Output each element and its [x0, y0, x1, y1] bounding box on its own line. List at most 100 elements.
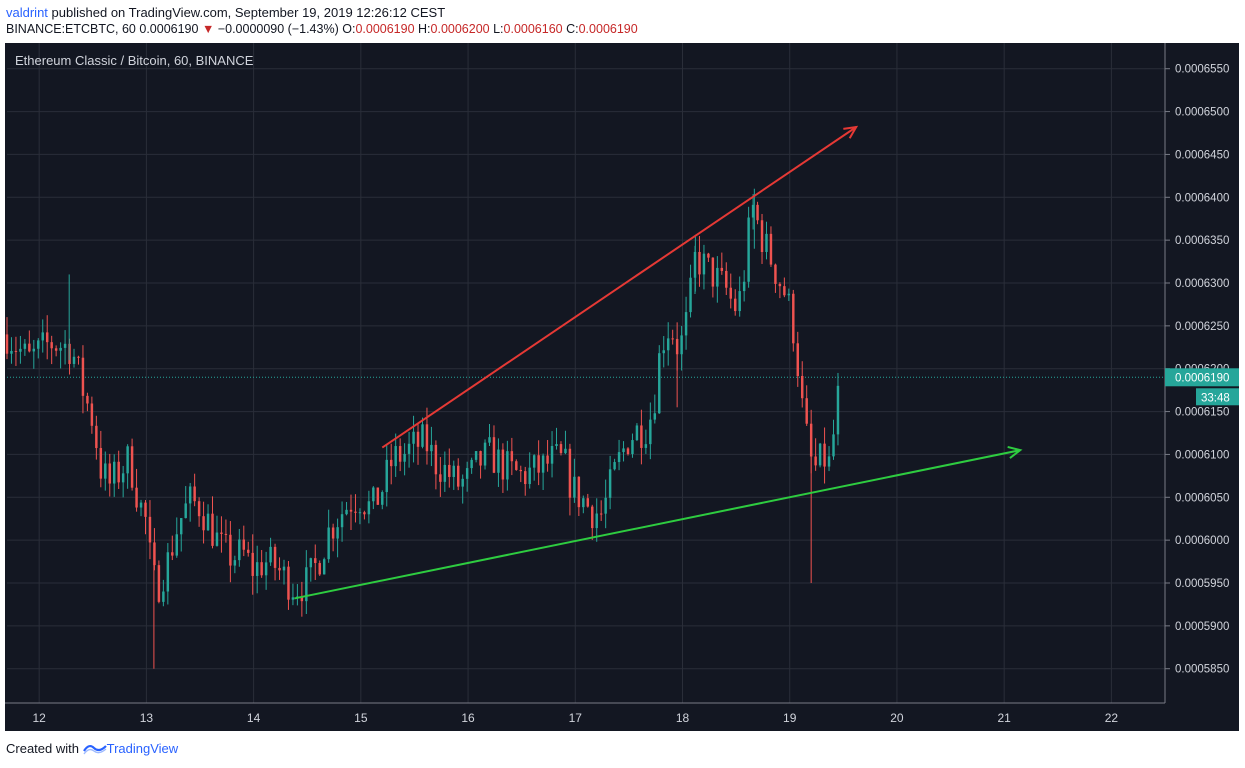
- candle-up: [742, 281, 746, 292]
- candle-down: [50, 342, 53, 349]
- candle-up: [765, 233, 768, 253]
- close-label: C:: [566, 22, 579, 36]
- candle-down: [130, 446, 134, 488]
- candle-down: [81, 357, 85, 396]
- candle-down: [501, 449, 505, 480]
- candle-up: [372, 487, 375, 502]
- candle-down: [251, 552, 254, 576]
- x-tick-label: 12: [32, 711, 46, 725]
- candle-up: [613, 462, 616, 470]
- high-value: 0.0006200: [430, 22, 490, 36]
- candle-down: [729, 287, 732, 299]
- candle-up: [23, 343, 27, 349]
- candle-down: [202, 516, 205, 531]
- candle-down: [95, 425, 98, 449]
- candle-down: [229, 534, 232, 566]
- x-tick-label: 21: [997, 711, 1011, 725]
- candle-up: [162, 591, 165, 602]
- candle-up: [573, 476, 576, 498]
- candle-up: [564, 448, 567, 454]
- symbol-label: BINANCE:ETCBTC, 60: [6, 22, 136, 36]
- candle-up: [684, 312, 688, 336]
- candle-up: [37, 340, 40, 349]
- y-tick-label: 0.0006450: [1175, 149, 1229, 161]
- y-tick-label: 0.0006250: [1175, 321, 1229, 333]
- candle-up: [716, 267, 719, 287]
- x-tick-label: 15: [354, 711, 368, 725]
- tradingview-link[interactable]: TradingView: [106, 741, 179, 756]
- candle-up: [175, 534, 178, 556]
- y-tick-label: 0.0006050: [1175, 492, 1229, 504]
- close-value: 0.0006190: [578, 22, 638, 36]
- candle-down: [537, 455, 540, 473]
- candle-down: [439, 474, 442, 482]
- candle-up: [836, 385, 840, 435]
- candle-down: [698, 251, 701, 275]
- y-tick-label: 0.0006500: [1175, 107, 1229, 119]
- footer: Created with TradingView: [6, 741, 178, 756]
- candle-up: [747, 217, 750, 282]
- candle-up: [421, 424, 424, 447]
- candle-up: [622, 448, 625, 453]
- candle-down: [814, 456, 817, 466]
- candle-up: [381, 492, 384, 505]
- candle-down: [157, 565, 161, 602]
- price-badge-label: 0.0006190: [1175, 372, 1229, 384]
- candle-down: [300, 596, 304, 602]
- price-badge: [1165, 368, 1239, 387]
- candle-down: [45, 332, 49, 343]
- candle-up: [345, 509, 348, 515]
- candle-up: [751, 204, 755, 218]
- candle-up: [412, 431, 415, 444]
- candle-up: [269, 546, 272, 563]
- trend-annotations[interactable]: [294, 125, 1023, 600]
- candle-down: [577, 476, 581, 508]
- candle-up: [394, 446, 397, 467]
- candle-up: [238, 539, 241, 561]
- author-link[interactable]: valdrint: [6, 5, 48, 20]
- candle-down: [769, 233, 773, 265]
- candle-up: [631, 440, 634, 455]
- x-tick-label: 20: [890, 711, 904, 725]
- price-chart[interactable]: 0.0006550 0.0006500 0.0006450 0.0006400 0.00…: [5, 43, 1239, 731]
- candle-up: [465, 468, 469, 479]
- axes[interactable]: 0.0006550 0.0006500 0.0006450 0.0006400 0.00…: [5, 43, 1239, 725]
- candle-up: [474, 451, 478, 460]
- ohlc-legend: BINANCE:ETCBTC, 60 0.0006190 ▼ −0.000009…: [6, 22, 638, 36]
- chart-header: valdrint published on TradingView.com, S…: [0, 0, 1245, 42]
- candle-down: [314, 558, 317, 564]
- published-text: published on TradingView.com, September …: [51, 5, 446, 20]
- candle-down: [591, 506, 594, 529]
- candle-up: [617, 452, 621, 463]
- candle-down: [448, 464, 451, 477]
- candle-down: [193, 486, 196, 502]
- candle-down: [774, 264, 777, 284]
- candle-down: [823, 443, 826, 467]
- y-tick-label: 0.0006000: [1175, 535, 1229, 547]
- candle-up: [282, 566, 286, 571]
- candle-down: [14, 350, 18, 352]
- candles[interactable]: [5, 188, 840, 669]
- candle-down: [144, 502, 147, 517]
- candle-up: [32, 348, 36, 352]
- candle-down: [559, 444, 563, 454]
- candle-up: [644, 444, 648, 448]
- candle-down: [707, 253, 710, 258]
- candle-up: [827, 456, 831, 467]
- candle-down: [153, 542, 156, 566]
- candle-up: [689, 277, 692, 313]
- candle-up: [452, 465, 455, 477]
- candle-down: [456, 465, 460, 487]
- candle-down: [148, 516, 152, 543]
- chart-background: [5, 43, 1239, 731]
- candle-up: [367, 501, 371, 515]
- candle-up: [264, 562, 268, 576]
- candle-up: [787, 293, 791, 296]
- candle-up: [666, 338, 670, 351]
- candle-up: [215, 532, 219, 546]
- candle-down: [224, 533, 228, 535]
- open-value: 0.0006190: [355, 22, 415, 36]
- candle-down: [809, 423, 813, 457]
- candle-up: [653, 413, 657, 420]
- y-tick-label: 0.0006100: [1175, 449, 1229, 461]
